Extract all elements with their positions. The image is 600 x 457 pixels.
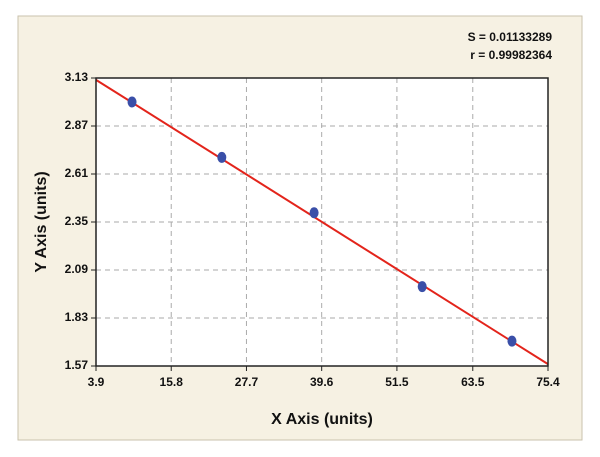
data-point xyxy=(309,207,319,219)
annotation: S = 0.01133289 xyxy=(468,30,553,44)
fit-line xyxy=(95,78,549,366)
x-tick-label: 75.4 xyxy=(536,375,560,389)
y-tick-label: 2.35 xyxy=(65,214,89,228)
annotation: r = 0.99982364 xyxy=(470,48,552,62)
x-tick-label: 15.8 xyxy=(160,375,184,389)
x-tick-label: 63.5 xyxy=(461,375,485,389)
y-axis-title: Y Axis (units) xyxy=(33,171,50,272)
y-tick-label: 2.87 xyxy=(65,118,89,132)
data-point xyxy=(417,281,427,293)
x-tick-label: 3.9 xyxy=(88,375,105,389)
y-tick-label: 3.13 xyxy=(65,70,89,84)
data-point xyxy=(127,96,137,108)
data-point xyxy=(217,151,227,163)
y-tick-label: 1.83 xyxy=(65,310,89,324)
x-tick-label: 39.6 xyxy=(310,375,334,389)
x-axis-title: X Axis (units) xyxy=(271,411,373,428)
y-tick-label: 1.57 xyxy=(65,358,89,372)
y-tick-label: 2.61 xyxy=(65,166,89,180)
data-point xyxy=(507,335,517,347)
y-tick-label: 2.09 xyxy=(65,262,89,276)
x-tick-label: 27.7 xyxy=(235,375,259,389)
x-tick-label: 51.5 xyxy=(385,375,409,389)
